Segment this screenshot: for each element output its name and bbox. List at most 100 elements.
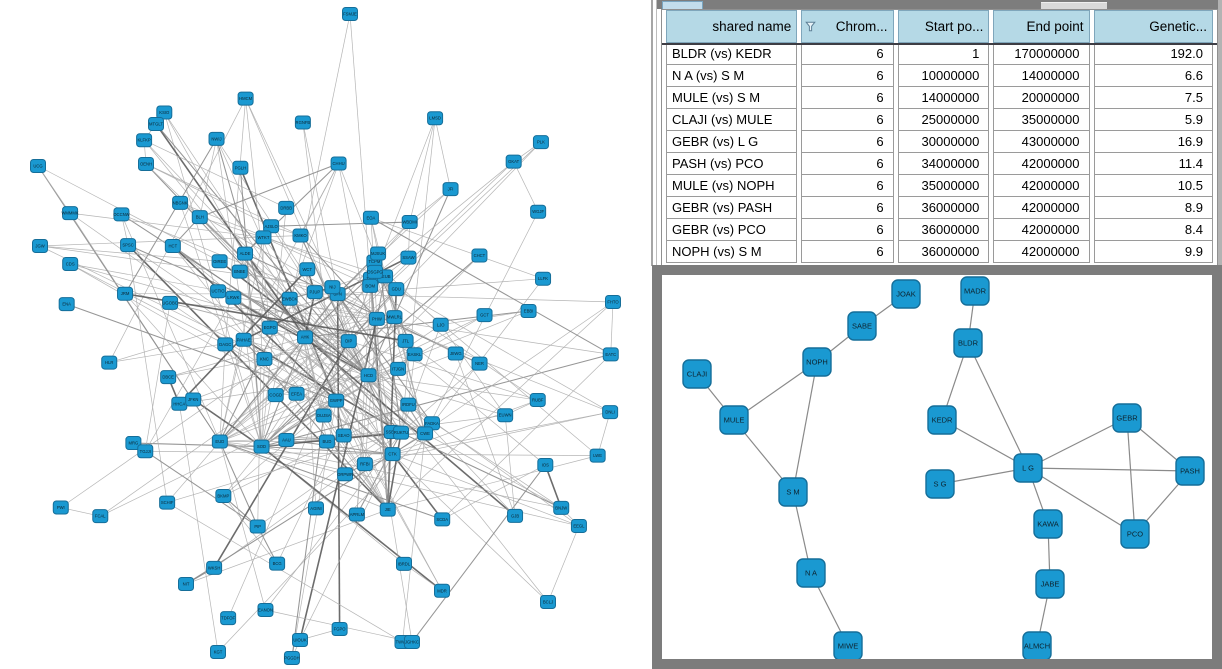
network-node[interactable]: PJUP (306, 285, 323, 300)
network-node[interactable]: MWLRL (386, 310, 403, 325)
network-edge[interactable] (544, 464, 562, 509)
network-edge[interactable] (37, 165, 71, 214)
subnetwork-node[interactable]: S G (925, 469, 955, 499)
network-edge[interactable] (219, 260, 370, 376)
network-node[interactable]: KSIO (156, 105, 173, 120)
table-cell[interactable]: 30000000 (897, 131, 990, 153)
network-edge[interactable] (155, 123, 369, 376)
subnetwork-edge[interactable] (792, 361, 818, 493)
network-node[interactable]: PGGDH (283, 651, 300, 665)
network-edge[interactable] (216, 138, 271, 328)
network-edge[interactable] (261, 255, 480, 448)
column-header-4[interactable]: Genetic... (1093, 10, 1213, 43)
network-edge[interactable] (219, 441, 266, 611)
network-node[interactable]: OCCNW (113, 207, 130, 222)
subnetwork-node[interactable]: S M (778, 477, 808, 507)
network-edge[interactable] (263, 237, 371, 287)
network-node[interactable]: COGD (267, 388, 284, 403)
network-node[interactable]: OENH (138, 157, 154, 171)
network-edge[interactable] (276, 375, 369, 564)
network-node[interactable]: CWE (417, 426, 434, 441)
network-edge[interactable] (219, 344, 226, 442)
network-edge[interactable] (100, 400, 337, 517)
table-row[interactable]: N A (vs) S M 6 10000000 14000000 6.6 (666, 65, 1213, 87)
subnetwork-edge[interactable] (967, 342, 1029, 469)
network-node[interactable]: GKAT (505, 154, 522, 169)
network-edge[interactable] (70, 212, 264, 238)
network-node[interactable]: JGW (32, 239, 48, 253)
network-node[interactable]: NIJ (324, 280, 341, 295)
network-edge[interactable] (144, 297, 234, 452)
network-node[interactable]: EUWN (497, 408, 514, 423)
network-node[interactable]: JTL (397, 333, 414, 348)
network-edge[interactable] (513, 161, 539, 212)
subnetwork-edge[interactable] (1027, 467, 1136, 535)
network-edge[interactable] (127, 245, 168, 503)
table-row[interactable]: CLAJI (vs) MULE 6 25000000 35000000 5.9 (666, 109, 1213, 131)
network-edge[interactable] (338, 163, 393, 455)
network-node[interactable]: WTKT (255, 230, 272, 245)
network-node[interactable]: NBGNK (172, 195, 189, 210)
network-edge[interactable] (376, 318, 506, 416)
network-node[interactable]: SCHIF (159, 495, 176, 510)
network-node[interactable]: AAU (278, 432, 295, 447)
network-edge[interactable] (597, 411, 611, 456)
network-node[interactable]: BCLJ (540, 595, 556, 609)
network-node[interactable]: SEAO (335, 428, 352, 443)
network-edge[interactable] (302, 122, 338, 295)
network-edge[interactable] (239, 167, 263, 447)
subnetwork-node[interactable]: L G (1013, 453, 1043, 483)
network-edge[interactable] (356, 375, 369, 515)
table-cell[interactable]: GEBR (vs) L G (666, 131, 798, 153)
subnetwork-node[interactable]: MADR (960, 276, 990, 306)
network-edge[interactable] (179, 202, 397, 290)
network-edge[interactable] (368, 375, 549, 603)
subnetwork-edge[interactable] (1027, 467, 1191, 472)
network-node[interactable]: WGJF (530, 204, 547, 219)
network-edge[interactable] (392, 453, 580, 527)
table-cell[interactable]: MULE (vs) S M (666, 87, 798, 109)
table-cell[interactable]: 42000000 (993, 197, 1090, 219)
network-edge[interactable] (124, 138, 217, 294)
network-edge[interactable] (244, 253, 369, 376)
network-edge[interactable] (261, 359, 265, 447)
network-edge[interactable] (178, 403, 219, 653)
network-node[interactable]: SSAW (400, 250, 417, 265)
table-row[interactable]: MULE (vs) NOPH 6 35000000 42000000 10.5 (666, 175, 1213, 197)
network-node[interactable]: DAGC (217, 337, 234, 352)
network-edge[interactable] (39, 245, 220, 262)
network-edge[interactable] (323, 415, 389, 510)
table-cell[interactable]: GEBR (vs) PCO (666, 219, 798, 241)
network-edge[interactable] (261, 353, 611, 448)
network-edge[interactable] (70, 263, 297, 395)
table-cell[interactable]: 6 (801, 65, 894, 87)
network-edge[interactable] (547, 525, 580, 603)
network-node[interactable]: OSGPG (366, 264, 383, 279)
network-edge[interactable] (348, 141, 542, 342)
network-edge[interactable] (391, 453, 443, 520)
network-edge[interactable] (217, 433, 426, 653)
network-edge[interactable] (199, 138, 217, 218)
network-edge[interactable] (219, 441, 388, 510)
network-edge[interactable] (264, 358, 337, 401)
network-node[interactable]: MTGLT (148, 117, 164, 131)
table-row[interactable]: GEBR (vs) PASH 6 36000000 42000000 8.9 (666, 197, 1213, 219)
network-edge[interactable] (199, 216, 386, 277)
network-edge[interactable] (392, 453, 598, 456)
network-edge[interactable] (402, 433, 426, 643)
subnetwork-node[interactable]: KEDR (927, 405, 957, 435)
network-node[interactable]: FSMJE (342, 7, 358, 21)
network-node[interactable]: JFKN (185, 392, 202, 407)
network-edge[interactable] (387, 431, 393, 510)
network-edge[interactable] (392, 411, 611, 455)
network-node[interactable]: JIIWG (447, 346, 464, 361)
table-cell[interactable]: 36000000 (897, 219, 990, 241)
network-node[interactable]: UIOUK (292, 633, 308, 647)
network-edge[interactable] (369, 285, 538, 401)
network-edge[interactable] (376, 318, 611, 355)
network-node[interactable]: RGNFB (294, 115, 311, 130)
table-cell[interactable]: 6 (801, 175, 894, 197)
network-edge[interactable] (424, 433, 562, 509)
subnetwork-node[interactable]: NOPH (802, 347, 832, 377)
network-node[interactable]: EUD (211, 434, 228, 449)
